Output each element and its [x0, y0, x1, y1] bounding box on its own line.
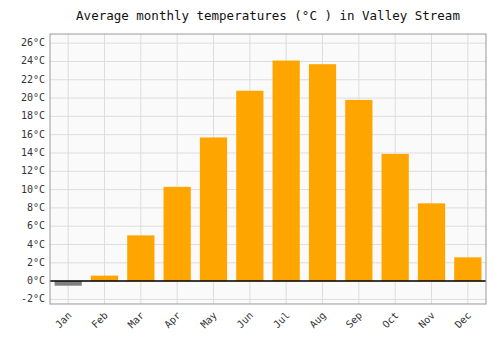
bars — [55, 61, 482, 286]
bar — [200, 137, 227, 281]
x-tick-label: Mar — [126, 310, 147, 331]
bar — [454, 257, 481, 281]
x-tick-label: Jun — [235, 310, 256, 331]
title: Average monthly temperatures (°C ) in Va… — [76, 8, 460, 23]
y-grid-line — [50, 189, 486, 190]
x-tick-label: Sep — [344, 310, 365, 331]
x-tick-label: Jan — [53, 310, 74, 331]
y-tick-label: 10°C — [21, 184, 45, 195]
x-tick-label: Feb — [89, 310, 110, 331]
x-tick-label: May — [198, 310, 219, 331]
x-tick-label: Aug — [307, 310, 328, 331]
y-tick-label: 18°C — [21, 110, 45, 121]
bar — [127, 235, 154, 281]
y-grid-line — [50, 134, 486, 135]
x-grid-line — [68, 34, 69, 304]
y-tick-label: 12°C — [21, 165, 45, 176]
bar — [164, 187, 191, 281]
x-tick-label: Nov — [416, 310, 437, 331]
y-grid-line — [50, 61, 486, 62]
y-grid-line — [50, 171, 486, 172]
y-tick-label: 20°C — [21, 92, 45, 103]
zero-line — [50, 280, 486, 282]
y-tick-label: 24°C — [21, 55, 45, 66]
y-grid-line — [50, 152, 486, 153]
y-grid-line — [50, 116, 486, 117]
x-grid-line — [104, 34, 105, 304]
y-tick-label: 0°C — [27, 275, 45, 286]
axes: -2°C 0°C 2°C 4°C 6°C 8°C 10°C 12°C 14°C 16°C 18°C 2… — [21, 37, 473, 330]
y-grid-line — [50, 43, 486, 44]
y-tick-label: 26°C — [21, 37, 45, 48]
x-tick-label: Dec — [453, 310, 474, 331]
plot-frame — [50, 34, 486, 304]
bar — [418, 203, 445, 281]
y-tick-label: 22°C — [21, 74, 45, 85]
y-tick-label: 8°C — [27, 202, 45, 213]
bar — [382, 154, 409, 281]
grid — [50, 34, 486, 304]
x-tick-label: Oct — [380, 310, 401, 331]
bar — [309, 64, 336, 281]
y-grid-line — [50, 79, 486, 80]
y-tick-label: 16°C — [21, 129, 45, 140]
y-grid-line — [50, 299, 486, 300]
x-tick-label: Apr — [162, 310, 183, 331]
chart: -2°C 0°C 2°C 4°C 6°C 8°C 10°C 12°C 14°C 16°C 18°C 2… — [0, 0, 500, 350]
x-tick-label: Jul — [271, 310, 292, 331]
y-grid-line — [50, 98, 486, 99]
bar — [236, 91, 263, 281]
y-tick-label: 4°C — [27, 239, 45, 250]
plot-area — [50, 34, 486, 304]
y-grid-line — [50, 281, 486, 282]
bar — [273, 61, 300, 282]
y-tick-label: 2°C — [27, 257, 45, 268]
y-tick-label: -2°C — [21, 293, 45, 304]
y-tick-label: 6°C — [27, 220, 45, 231]
bar — [345, 100, 372, 281]
bar — [91, 276, 118, 281]
y-tick-label: 14°C — [21, 147, 45, 158]
